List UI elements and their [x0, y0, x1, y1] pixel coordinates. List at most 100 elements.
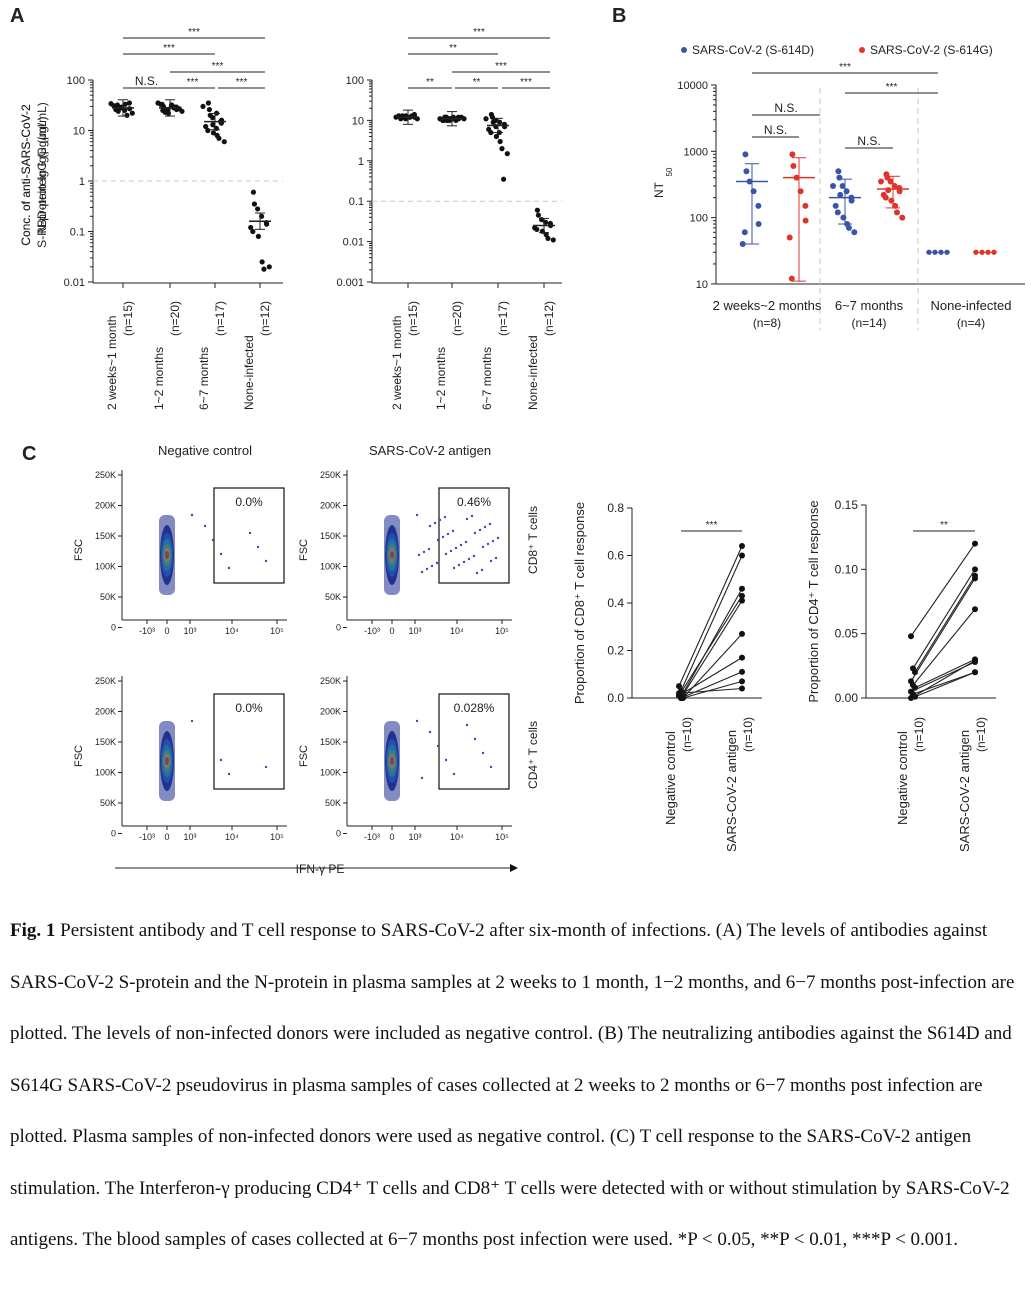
b-sig-2-label: ***: [886, 82, 898, 93]
c-cd8-chart-y-label: Proportion of CD8⁺ T cell response: [572, 502, 587, 704]
b-data-point-d: [835, 168, 842, 175]
c-ant-cd8-gate-box: [438, 487, 510, 584]
a-left-chart-y-label-1: Conc. of anti-SARS-CoV-2: [19, 104, 33, 246]
c-neg-cd4-event-dot: [219, 758, 223, 762]
c-cd8-chart-data-point: [676, 690, 682, 697]
b-data-point-g: [899, 214, 906, 221]
a-left-chart-x-label: 6~7 months: [197, 347, 211, 410]
a-left-chart-data-point: [250, 189, 256, 195]
b-data-point-d: [830, 182, 836, 189]
c-cd8-chart-data-point: [739, 597, 745, 604]
a-right-chart-y-label-2: N-protein IgG (μg/mL): [35, 117, 49, 234]
a-left-chart-data-point: [221, 139, 227, 145]
a-right-chart-x-label: 1~2 months: [434, 347, 448, 410]
c-ant-cd8-event-dot: [428, 524, 432, 528]
a-right-chart-y-label-1: Conc. of anti-SARS-CoV-2: [19, 104, 33, 246]
c-cd4-chart-data-point: [908, 633, 914, 640]
c-neg-cd4-y-tick-label: 0: [111, 829, 116, 839]
a-left-chart-y-tick-label: 0.01: [64, 277, 85, 289]
a-left-chart-data-point: [264, 221, 270, 227]
c-neg-cd4-gate-box: [213, 693, 285, 790]
a-right-chart-data-point: [545, 235, 551, 242]
c-cd8-chart-data-point: [739, 668, 745, 675]
a-left-chart-x-n-label: (n=17): [213, 301, 227, 336]
a-left-chart-data-point: [266, 264, 272, 270]
c-cd8-chart-pair-line: [678, 657, 743, 697]
c-cd8-chart-y-tick-label: 0.4: [607, 596, 624, 610]
b-sig-3-label: N.S.: [774, 101, 797, 115]
a-left-sig-4-label: N.S.: [135, 74, 158, 88]
a-right-chart-data-point: [534, 207, 541, 213]
c-ant-cd4-event-dot: [465, 723, 469, 727]
c-ant-cd8-y-tick-label: 0: [336, 623, 341, 633]
a-right-chart-data-point: [534, 226, 540, 233]
c-cd8-chart-data-point: [739, 592, 745, 599]
c-ant-cd4-x-tick-label: -10³: [364, 832, 380, 842]
b-data-point-g: [788, 275, 795, 282]
c-cd4-chart-data-point: [972, 606, 978, 613]
c-cd4-chart-pair-line: [914, 575, 976, 673]
c-ant-cd8-event-dot: [462, 560, 466, 564]
c-ant-cd8-gate-percent: 0.46%: [457, 495, 491, 509]
a-right-chart-data-point: [499, 146, 505, 152]
c-ant-cd4-event-dot: [473, 737, 477, 741]
c-ant-cd8-event-dot: [457, 563, 461, 567]
c-ant-cd4-event-dot: [444, 758, 448, 762]
c-ant-cd8-x-tick-label: 10⁵: [495, 626, 509, 636]
c-neg-cd8-fsc-label: FSC: [73, 539, 85, 561]
panel-letter-c: C: [22, 443, 36, 465]
c-cd8-chart-data-point: [739, 585, 745, 592]
a-left-chart-data-point: [179, 108, 185, 114]
c-cd4-chart-y-tick-label: 0.05: [835, 627, 859, 641]
c-ant-cd8-event-dot: [470, 514, 474, 518]
c-cd8-chart-data-point: [676, 683, 682, 690]
b-data-point-g: [797, 188, 804, 195]
b-data-point-g: [786, 234, 793, 241]
c-cd8-chart-data-point: [739, 654, 745, 661]
c-ant-cd8-event-dot: [478, 528, 482, 532]
b-x-n-label: (n=8): [753, 316, 781, 330]
c-neg-cd8-gate-box: [213, 487, 285, 584]
c-cd8-chart-y-tick-label: 0.6: [607, 549, 624, 563]
a-right-sig-1-label: ***: [473, 27, 485, 38]
c-ant-cd8-event-dot: [417, 553, 421, 557]
c-neg-cd8-y-tick-label: 200K: [95, 501, 116, 511]
c-cd8-chart-y-tick-label: 0.2: [607, 644, 624, 658]
c-ant-cd8-event-dot: [446, 532, 450, 536]
c-cd8-chart-y-tick-label: 0.8: [607, 501, 624, 515]
c-neg-cd4-x-tick-label: 0: [164, 832, 169, 842]
c-row-label: CD4⁺ T cells: [526, 721, 540, 789]
c-cd8-chart-data-point: [739, 685, 745, 692]
c-cd8-chart-pair-line: [682, 588, 743, 694]
c-cd4-chart-x-n-label: (n=10): [974, 717, 988, 752]
c-x-axis-arrowhead: [510, 864, 518, 872]
b-legend-label-s614g: SARS-CoV-2 (S-614G): [870, 43, 993, 57]
c-neg-cd4-y-tick-label: 250K: [95, 676, 116, 686]
c-cd8-chart-data-point: [739, 678, 745, 685]
c-cd8-chart-pair-line: [678, 545, 743, 687]
c-cd8-chart-data-point: [739, 552, 745, 559]
a-left-chart-data-point: [172, 104, 179, 110]
b-data-point-d: [834, 209, 841, 216]
b-legend-marker-s614g: [859, 47, 865, 53]
c-ant-cd8-event-dot: [443, 515, 447, 519]
a-left-chart-x-label: 1~2 months: [152, 347, 166, 410]
c-cd4-chart-data-point: [972, 566, 978, 573]
a-left-chart-data-point: [124, 112, 130, 118]
a-right-sig-3-label: ***: [495, 61, 507, 72]
figure-caption: Fig. 1 Persistent antibody and T cell re…: [10, 905, 1026, 1266]
a-left-sig-2-label: ***: [163, 43, 175, 54]
a-left-chart-data-point: [210, 122, 216, 128]
c-ant-cd8-x-tick-label: 0: [389, 626, 394, 636]
a-left-chart-data-point: [255, 206, 261, 212]
b-y-tick-label: 1000: [684, 146, 708, 158]
c-ant-cd4-x-tick-label: 10⁵: [495, 832, 509, 842]
b-y-label: NT: [652, 181, 666, 198]
c-neg-cd4-x-tick-label: 10⁴: [225, 832, 239, 842]
c-ant-cd4-event-dot: [415, 719, 419, 723]
c-ant-cd8-event-dot: [430, 564, 434, 568]
c-cd8-chart-sig-label: ***: [706, 520, 718, 531]
c-col-title: Negative control: [158, 443, 252, 458]
c-neg-cd4-y-tick-label: 200K: [95, 707, 116, 717]
b-data-point-d: [840, 214, 847, 221]
